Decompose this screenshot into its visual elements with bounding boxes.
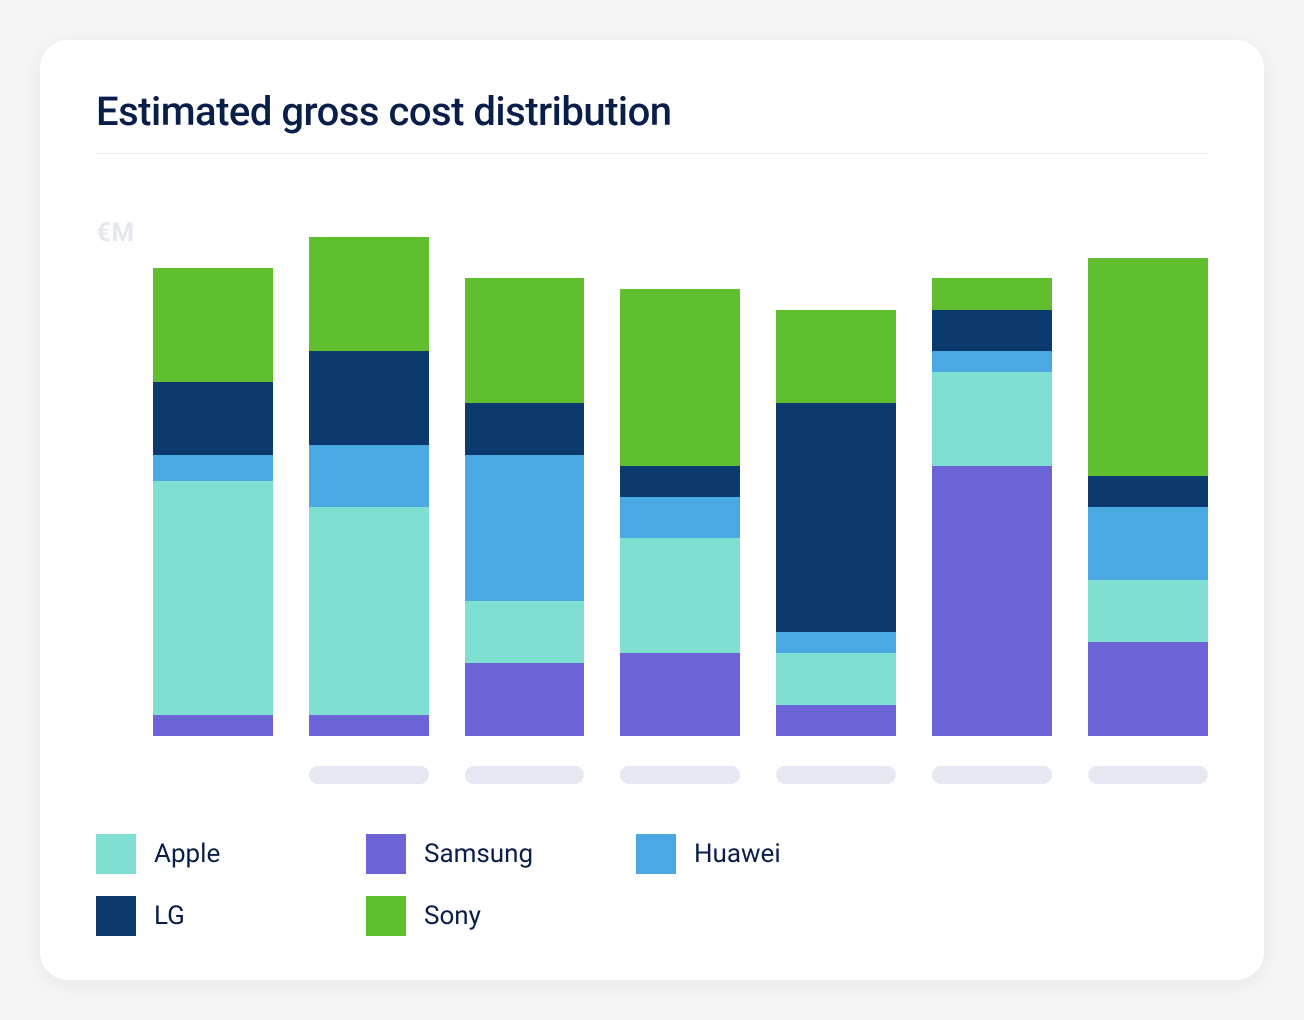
- legend-label-samsung: Samsung: [424, 839, 533, 869]
- bar-segment-samsung: [465, 663, 585, 736]
- bar-segment-lg: [1088, 476, 1208, 507]
- legend-item-samsung: Samsung: [366, 834, 576, 874]
- bar-segment-sony: [776, 310, 896, 404]
- bar-segment-samsung: [776, 705, 896, 736]
- bar-segment-samsung: [153, 715, 273, 736]
- bar-segment-huawei: [932, 351, 1052, 372]
- bar-segment-apple: [465, 601, 585, 663]
- bar-segment-apple: [309, 507, 429, 715]
- bar-segment-samsung: [932, 466, 1052, 736]
- bar-segment-samsung: [620, 653, 740, 736]
- legend-swatch-lg: [96, 896, 136, 936]
- legend-swatch-huawei: [636, 834, 676, 874]
- bar-segment-sony: [1088, 258, 1208, 476]
- bar-segment-lg: [620, 466, 740, 497]
- x-label-placeholder: [932, 766, 1052, 784]
- bar-segment-samsung: [1088, 642, 1208, 736]
- bar-segment-huawei: [309, 445, 429, 507]
- x-label-placeholder: [1088, 766, 1208, 784]
- bar-segment-samsung: [309, 715, 429, 736]
- legend: Apple Samsung Huawei LG Sony: [96, 834, 996, 936]
- bar-segment-huawei: [153, 455, 273, 481]
- divider: [96, 153, 1208, 154]
- stacked-bar: [309, 216, 429, 736]
- chart-area: €M: [96, 224, 1208, 784]
- bars-area: [153, 224, 1208, 784]
- bar-segment-sony: [153, 268, 273, 382]
- legend-label-apple: Apple: [154, 839, 220, 869]
- bar-segment-apple: [1088, 580, 1208, 642]
- bar-column: [153, 216, 273, 784]
- stacked-bar: [1088, 216, 1208, 736]
- bar-segment-apple: [932, 372, 1052, 466]
- x-label-placeholder: [465, 766, 585, 784]
- bar-column: [309, 216, 429, 784]
- x-label-placeholder: [309, 766, 429, 784]
- legend-item-sony: Sony: [366, 896, 576, 936]
- bar-segment-sony: [620, 289, 740, 466]
- bar-segment-lg: [932, 310, 1052, 352]
- bar-segment-apple: [153, 481, 273, 715]
- stacked-bar: [776, 216, 896, 736]
- legend-label-sony: Sony: [424, 901, 481, 931]
- legend-item-huawei: Huawei: [636, 834, 846, 874]
- chart-title: Estimated gross cost distribution: [96, 88, 1208, 135]
- y-axis-label: €M: [96, 218, 135, 248]
- legend-swatch-apple: [96, 834, 136, 874]
- bar-segment-huawei: [1088, 507, 1208, 580]
- legend-label-lg: LG: [154, 901, 185, 931]
- bar-segment-lg: [153, 382, 273, 455]
- legend-item-apple: Apple: [96, 834, 306, 874]
- bar-column: [1088, 216, 1208, 784]
- bar-segment-sony: [932, 278, 1052, 309]
- stacked-bar: [620, 216, 740, 736]
- bar-column: [932, 216, 1052, 784]
- legend-swatch-samsung: [366, 834, 406, 874]
- bar-segment-lg: [776, 403, 896, 632]
- bar-segment-huawei: [465, 455, 585, 601]
- x-label-placeholder: [776, 766, 896, 784]
- legend-item-lg: LG: [96, 896, 306, 936]
- bar-segment-lg: [465, 403, 585, 455]
- bar-segment-apple: [620, 538, 740, 652]
- bar-column: [620, 216, 740, 784]
- stacked-bar: [465, 216, 585, 736]
- legend-swatch-sony: [366, 896, 406, 936]
- bar-segment-apple: [776, 653, 896, 705]
- legend-label-huawei: Huawei: [694, 839, 781, 869]
- bar-segment-huawei: [620, 497, 740, 539]
- bar-column: [465, 216, 585, 784]
- stacked-bar: [932, 216, 1052, 736]
- x-label-placeholder: [620, 766, 740, 784]
- chart-card: Estimated gross cost distribution €M App…: [40, 40, 1264, 980]
- bar-segment-lg: [309, 351, 429, 445]
- bar-segment-sony: [309, 237, 429, 351]
- stacked-bar: [153, 216, 273, 736]
- bar-segment-sony: [465, 278, 585, 403]
- bar-column: [776, 216, 896, 784]
- bar-segment-huawei: [776, 632, 896, 653]
